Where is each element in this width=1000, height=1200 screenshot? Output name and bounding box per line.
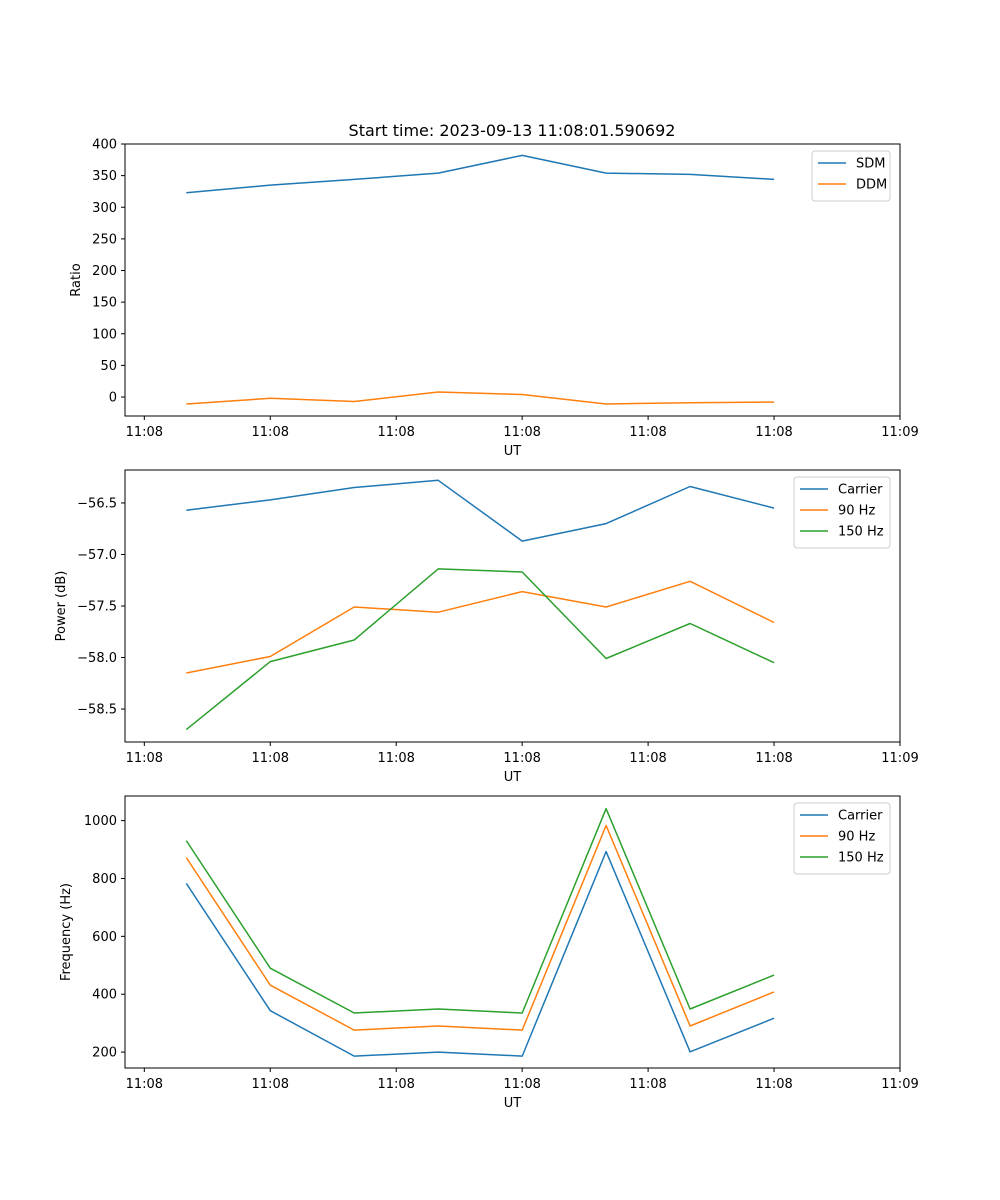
y-tick-label: −56.5: [77, 496, 117, 511]
y-tick-label: 250: [92, 232, 117, 247]
y-axis-label: Power (dB): [54, 571, 69, 642]
y-tick-label: 400: [92, 988, 117, 1003]
x-tick-label: 11:08: [126, 1077, 163, 1092]
x-tick-label: 11:08: [377, 751, 414, 766]
legend: SDM DDM: [811, 150, 891, 202]
series-line-ddm: [186, 391, 775, 405]
legend-entry: Carrier: [838, 809, 883, 824]
legend: Carrier 90 Hz 150 Hz: [793, 802, 891, 875]
series-line-carrier: [186, 479, 775, 542]
legend-entry: 90 Hz: [838, 504, 875, 519]
x-tick-label: 11:09: [881, 1077, 918, 1092]
x-tick-label: 11:08: [755, 425, 792, 440]
x-tick-label: 11:09: [881, 751, 918, 766]
legend: Carrier 90 Hz 150 Hz: [793, 476, 891, 549]
x-tick-label: 11:08: [629, 425, 666, 440]
y-tick-label: −58.0: [77, 651, 117, 666]
legend-entry: 90 Hz: [838, 830, 875, 845]
axes-frame: [124, 795, 901, 1069]
y-tick-label: 100: [92, 327, 117, 342]
legend-entry: 150 Hz: [838, 525, 884, 540]
legend-entry: Carrier: [838, 483, 883, 498]
y-axis-label: Ratio: [69, 263, 84, 296]
series-line-sdm: [186, 154, 775, 194]
y-tick-label: 1000: [84, 814, 117, 829]
y-tick-label: 0: [109, 391, 117, 406]
panels: 11:08 11:08 11:08 11:08 11:08 11:08 11:09 0 50 10…: [54, 138, 919, 1112]
x-tick-label: 11:08: [629, 1077, 666, 1092]
y-tick-label: 150: [92, 296, 117, 311]
x-axis-label: UT: [504, 770, 522, 785]
x-tick-label: 11:08: [252, 1077, 289, 1092]
y-tick-label: 300: [92, 201, 117, 216]
y-tick-label: −58.5: [77, 703, 117, 718]
y-tick-label: 350: [92, 169, 117, 184]
x-tick-label: 11:08: [503, 751, 540, 766]
axes-frame: [124, 143, 901, 417]
y-tick-label: −57.0: [77, 548, 117, 563]
x-tick-label: 11:08: [126, 425, 163, 440]
x-tick-label: 11:09: [881, 425, 918, 440]
y-tick-label: 200: [92, 264, 117, 279]
x-tick-label: 11:08: [755, 1077, 792, 1092]
figure-title: Start time: 2023-09-13 11:08:01.590692: [349, 121, 676, 140]
series-line-150-hz: [185, 568, 775, 731]
panel-2: 11:08 11:08 11:08 11:08 11:08 11:08 11:09 −58.5…: [54, 469, 919, 785]
series-line-90-hz: [185, 824, 775, 1031]
y-tick-label: 800: [92, 872, 117, 887]
x-tick-label: 11:08: [503, 1077, 540, 1092]
x-tick-label: 11:08: [377, 425, 414, 440]
x-axis-label: UT: [504, 1096, 522, 1111]
series-line-90-hz: [186, 580, 775, 674]
y-tick-label: 200: [92, 1046, 117, 1061]
x-axis-label: UT: [504, 444, 522, 459]
panel-3: 11:08 11:08 11:08 11:08 11:08 11:08 11:09 200 40…: [59, 795, 919, 1111]
y-tick-label: 400: [92, 138, 117, 153]
y-tick-label: 600: [92, 930, 117, 945]
x-tick-label: 11:08: [629, 751, 666, 766]
y-tick-label: −57.5: [77, 600, 117, 615]
x-tick-label: 11:08: [252, 425, 289, 440]
y-axis-label: Frequency (Hz): [59, 883, 74, 981]
legend-entry: DDM: [856, 178, 887, 193]
series-line-150-hz: [185, 807, 775, 1014]
panel-1: 11:08 11:08 11:08 11:08 11:08 11:08 11:09 0 50 10…: [69, 138, 919, 460]
x-tick-label: 11:08: [126, 751, 163, 766]
legend-entry: 150 Hz: [838, 851, 884, 866]
series-line-carrier: [185, 850, 775, 1057]
x-tick-label: 11:08: [755, 751, 792, 766]
x-tick-label: 11:08: [503, 425, 540, 440]
x-tick-label: 11:08: [252, 751, 289, 766]
y-tick-label: 50: [100, 359, 117, 374]
legend-entry: SDM: [856, 157, 885, 172]
x-tick-label: 11:08: [377, 1077, 414, 1092]
